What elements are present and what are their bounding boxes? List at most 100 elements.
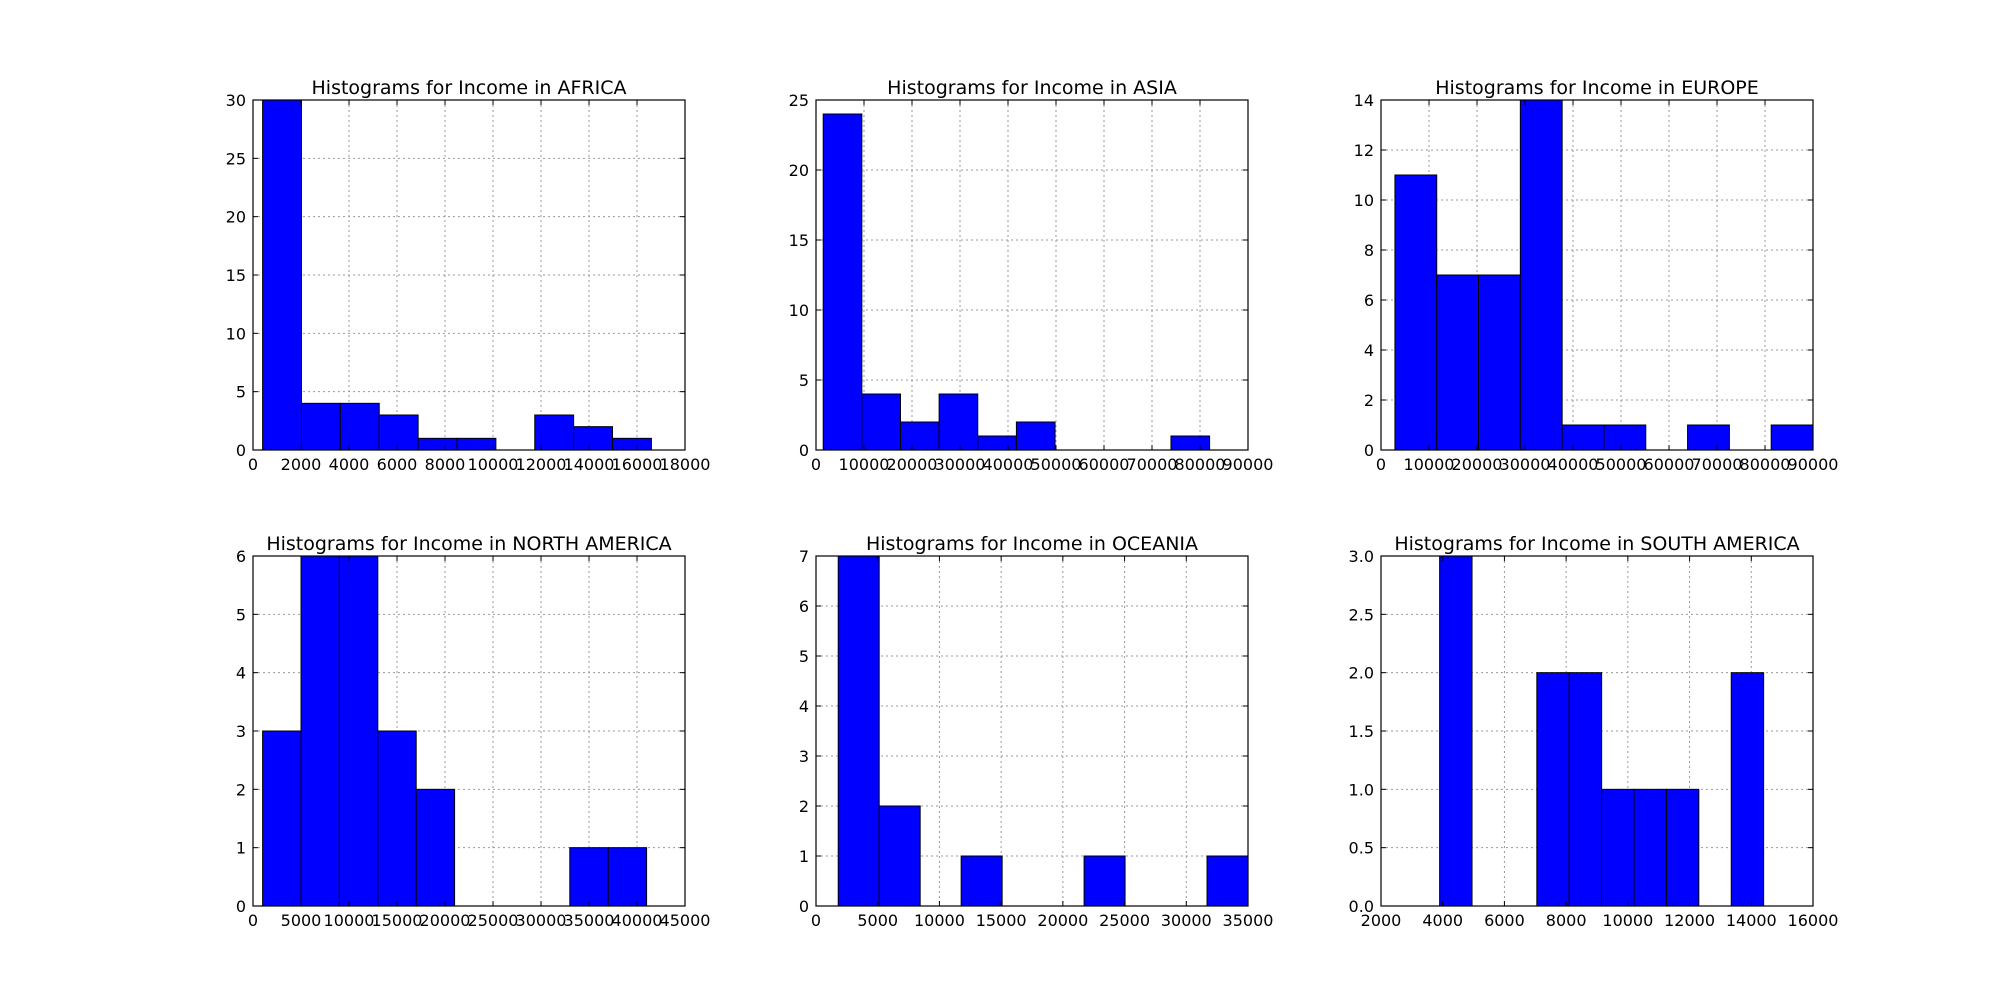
panel-title: Histograms for Income in EUROPE (1435, 77, 1759, 99)
x-tick-label: 30000 (1500, 455, 1551, 474)
histogram-bar (1519, 99, 1563, 451)
y-tick-label: 5 (236, 383, 246, 402)
y-tick-label: 30 (226, 91, 246, 110)
histogram-bar (456, 437, 497, 451)
x-tick-label: 10000 (468, 455, 519, 474)
histogram-bar (1561, 424, 1605, 451)
histogram-bar (1478, 274, 1521, 451)
x-tick-label: 25000 (468, 911, 519, 930)
x-tick-label: 40000 (983, 455, 1034, 474)
x-tick-label: 12000 (1664, 911, 1715, 930)
y-tick-label: 0 (236, 897, 246, 916)
y-tick-label: 0 (1364, 441, 1374, 460)
histogram-bar (1439, 555, 1473, 907)
x-tick-label: 15000 (372, 911, 423, 930)
x-tick-label: 8000 (425, 455, 466, 474)
y-tick-label: 4 (799, 697, 809, 716)
histogram-bar (415, 788, 456, 907)
x-tick-label: 8000 (1546, 911, 1587, 930)
x-tick-label: 2000 (1361, 911, 1402, 930)
y-tick-label: 15 (789, 231, 809, 250)
x-tick-label: 60000 (1079, 455, 1130, 474)
x-tick-label: 0 (248, 911, 258, 930)
panel-asia: 0 100002000030000400005000060000700008000… (789, 77, 1274, 474)
x-tick-label: 16000 (1788, 911, 1839, 930)
x-tick-label: 4000 (329, 455, 370, 474)
x-tick-label: 30000 (1161, 911, 1212, 930)
histogram-bar (1083, 855, 1126, 907)
y-tick-label: 5 (236, 605, 246, 624)
y-tick-label: 2 (236, 780, 246, 799)
x-tick-label: 35000 (564, 911, 615, 930)
y-tick-label: 2.5 (1349, 605, 1374, 624)
y-tick-label: 15 (226, 266, 246, 285)
panel-title: Histograms for Income in AFRICA (312, 77, 627, 99)
y-tick-label: 1.5 (1349, 722, 1374, 741)
y-tick-label: 14 (1354, 91, 1374, 110)
histogram-bar (1015, 421, 1056, 451)
y-tick-label: 1 (236, 839, 246, 858)
y-tick-label: 0 (799, 897, 809, 916)
y-tick-label: 10 (789, 301, 809, 320)
histogram-bar (1436, 274, 1480, 451)
y-tick-label: 10 (226, 324, 246, 343)
x-tick-label: 16000 (612, 455, 663, 474)
histogram-bar (1170, 435, 1211, 451)
panel-north-america: 0 5000 10000150002000025000300003500040000… (236, 533, 711, 930)
y-tick-label: 5 (799, 371, 809, 390)
histogram-bar (378, 414, 419, 451)
x-tick-label: 45000 (660, 911, 711, 930)
histogram-bar (878, 805, 921, 907)
y-tick-label: 7 (799, 547, 809, 566)
x-tick-label: 90000 (1788, 455, 1839, 474)
x-tick-label: 14000 (1726, 911, 1777, 930)
panel-oceania: 0 5000 10000 15000 20000 25000 30000 35000 0 1 2 3 4… (799, 533, 1274, 930)
y-tick-label: 25 (226, 149, 246, 168)
histogram-bar (1770, 424, 1814, 451)
histogram-bar (612, 437, 652, 451)
x-tick-label: 5000 (281, 911, 322, 930)
histogram-bar (1601, 788, 1635, 907)
histogram-bar (534, 414, 575, 451)
histogram-bar (417, 437, 458, 451)
y-tick-label: 4 (236, 664, 246, 683)
histogram-bar (339, 402, 380, 451)
histogram-bar (977, 435, 1017, 451)
x-tick-label: 80000 (1175, 455, 1226, 474)
y-tick-label: 20 (226, 208, 246, 227)
y-tick-label: 4 (1364, 341, 1374, 360)
histogram-bar (1206, 855, 1249, 907)
y-tick-label: 2.0 (1349, 664, 1374, 683)
y-tick-label: 1.0 (1349, 780, 1374, 799)
panel-title: Histograms for Income in NORTH AMERICA (266, 533, 671, 555)
histogram-bar (573, 426, 614, 451)
x-tick-label: 15000 (976, 911, 1027, 930)
y-tick-label: 1 (799, 847, 809, 866)
x-tick-label: 0 (1376, 455, 1386, 474)
panel-south-america: 2000 4000 6000 8000 10000 12000 14000 16000 0.0 0… (1349, 533, 1839, 930)
x-tick-label: 0 (811, 455, 821, 474)
x-tick-label: 10000 (1602, 911, 1653, 930)
x-tick-label: 20000 (1452, 455, 1503, 474)
x-tick-label: 0 (248, 455, 258, 474)
y-tick-label: 0.5 (1349, 839, 1374, 858)
x-tick-label: 18000 (660, 455, 711, 474)
y-tick-label: 5 (799, 647, 809, 666)
y-tick-label: 2 (799, 797, 809, 816)
y-tick-label: 8 (1364, 241, 1374, 260)
histogram-bar (377, 730, 417, 907)
x-tick-label: 25000 (1099, 911, 1150, 930)
x-tick-label: 10000 (914, 911, 965, 930)
x-tick-label: 50000 (1031, 455, 1082, 474)
x-tick-label: 14000 (564, 455, 615, 474)
histogram-bar (1633, 788, 1667, 907)
x-tick-label: 60000 (1644, 455, 1695, 474)
x-tick-label: 10000 (839, 455, 890, 474)
x-tick-label: 5000 (857, 911, 898, 930)
y-tick-label: 2 (1364, 391, 1374, 410)
histogram-bar (837, 555, 880, 907)
histogram-bar (262, 99, 302, 451)
histogram-bar (569, 847, 609, 907)
y-tick-label: 3.0 (1349, 547, 1374, 566)
